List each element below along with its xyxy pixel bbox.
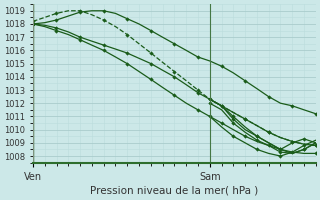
X-axis label: Pression niveau de la mer( hPa ): Pression niveau de la mer( hPa ) bbox=[90, 186, 259, 196]
